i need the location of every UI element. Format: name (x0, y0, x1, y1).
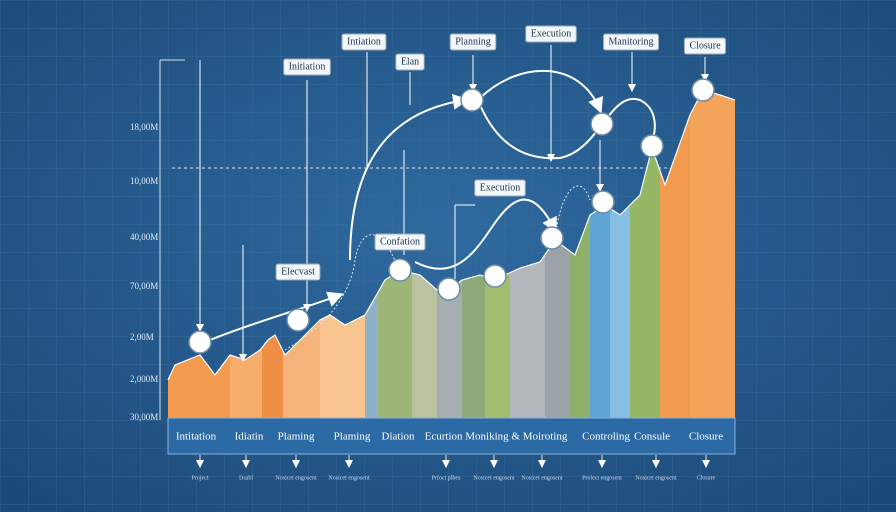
phase-label: Plaming (278, 431, 315, 443)
footnote: Nosicet engosent (635, 475, 676, 481)
callout-box (374, 233, 426, 251)
callout-box (275, 263, 321, 281)
callout-box (525, 25, 577, 43)
callout-label: Planning (455, 36, 491, 47)
footnote: Nosicet engosent (328, 475, 369, 481)
footnote: Nosicet engosent (521, 475, 562, 481)
callout-box (603, 33, 659, 51)
callout-label: Elan (401, 56, 419, 67)
callout-box (449, 33, 497, 51)
callout-label: Intiation (347, 36, 381, 47)
callout-label: Manitoring (609, 36, 654, 47)
footnote: Dsabl (239, 475, 253, 481)
y-axis-label: 2,00M (130, 332, 154, 342)
callout-box (341, 33, 387, 51)
y-axis-label: 70,00M (130, 281, 158, 291)
footnote: Closure (697, 475, 716, 481)
callout-box (683, 37, 727, 55)
y-axis-label: 30,00M (130, 412, 158, 422)
footnote: Project (192, 475, 209, 481)
footnote: Prfoct plhes (432, 474, 461, 481)
callout-label: Elecvast (281, 266, 315, 277)
flow-arrows (209, 70, 656, 341)
footnote: Prolect engosent (582, 475, 622, 481)
nodes (188, 78, 715, 354)
callout-label: Execution (480, 182, 521, 193)
callout-label: Confation (380, 236, 420, 247)
phase-label: Intitation (176, 431, 217, 443)
phase-label: Idiatin (235, 431, 264, 443)
phase-label: Controling (582, 431, 630, 443)
callout-label: Initiation (289, 61, 326, 72)
callout-box (283, 58, 331, 76)
phase-label: Plaming (334, 431, 371, 443)
footnote: Nosicet engosent (275, 475, 316, 481)
area-strip (690, 90, 735, 418)
callout-label: Closure (689, 40, 721, 51)
footnote: Nosicet engosent (473, 475, 514, 481)
phase-label: Ecurtion Moniking & Moiroting (425, 431, 568, 443)
callout-box (395, 53, 425, 71)
phase-label: Closure (689, 431, 723, 443)
phase-label: Consule (634, 431, 670, 443)
callout-box (474, 179, 526, 197)
y-axis-label: 2,000M (130, 374, 158, 384)
y-axis-label: 10,00M (130, 176, 158, 186)
phase-band (167, 417, 736, 455)
phase-label: Diation (382, 431, 415, 443)
callout-label: Execution (531, 28, 572, 39)
y-axis-label: 18,00M (130, 122, 158, 132)
y-axis-label: 40,00M (130, 232, 158, 242)
